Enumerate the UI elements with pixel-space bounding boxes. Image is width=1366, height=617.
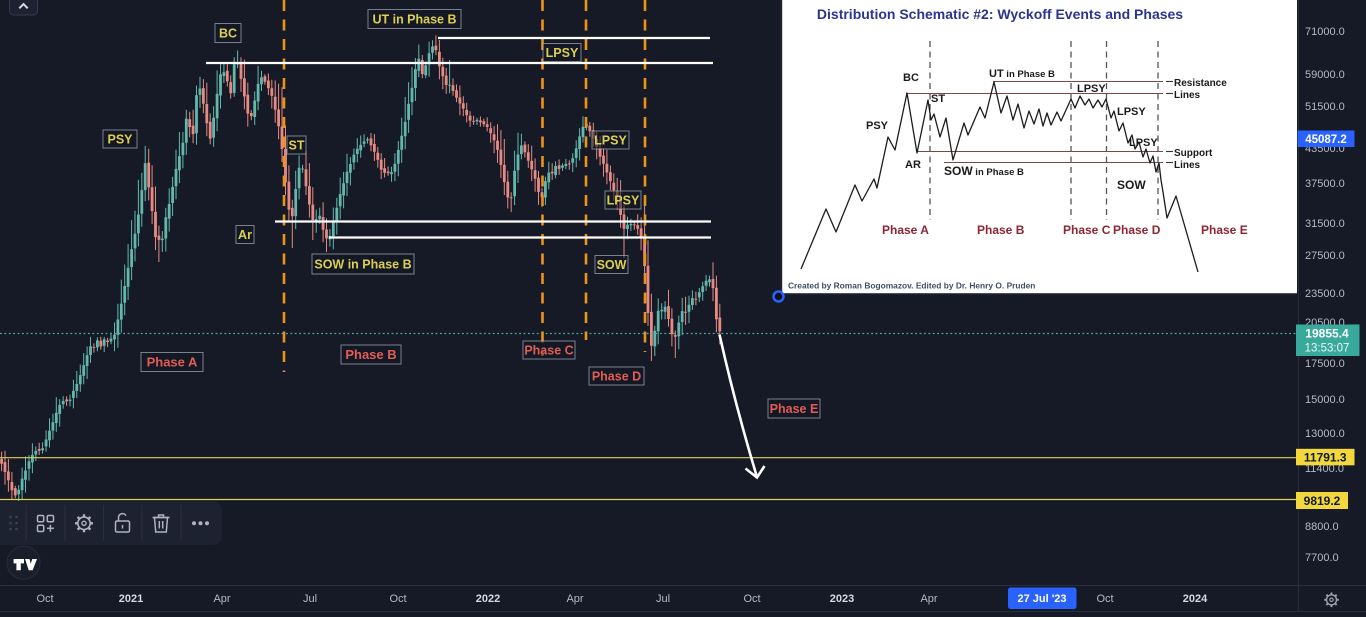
svg-text:LPSY: LPSY [1117, 106, 1146, 118]
svg-text:51500.0: 51500.0 [1305, 101, 1345, 113]
svg-text:Support: Support [1174, 148, 1213, 159]
svg-text:LPSY: LPSY [607, 194, 640, 208]
svg-text:Phase C: Phase C [524, 344, 573, 358]
svg-text:2022: 2022 [476, 593, 500, 605]
svg-text:Phase D: Phase D [1113, 223, 1161, 237]
svg-text:37500.0: 37500.0 [1305, 178, 1345, 190]
svg-text:SOW in Phase B: SOW in Phase B [314, 258, 411, 272]
svg-text:LPSY: LPSY [1077, 83, 1106, 95]
svg-text:Ar: Ar [238, 228, 252, 242]
svg-text:Phase B: Phase B [345, 347, 396, 362]
svg-text:Phase C: Phase C [1063, 223, 1111, 237]
svg-text:Phase E: Phase E [1201, 223, 1248, 237]
svg-text:Oct: Oct [36, 593, 53, 605]
svg-text:Phase A: Phase A [882, 223, 929, 237]
svg-text:Apr: Apr [566, 593, 583, 605]
svg-text:UT in Phase B: UT in Phase B [372, 13, 456, 27]
svg-text:11400.0: 11400.0 [1305, 463, 1344, 475]
svg-text:13000.0: 13000.0 [1305, 428, 1345, 440]
svg-text:PSY: PSY [107, 133, 133, 147]
svg-text:Jul: Jul [656, 593, 670, 605]
svg-text:Phase E: Phase E [770, 402, 819, 416]
svg-text:Phase B: Phase B [977, 223, 1025, 237]
svg-text:Created by Roman Bogomazov. Ed: Created by Roman Bogomazov. Edited by Dr… [788, 281, 1035, 291]
svg-text:Oct: Oct [389, 593, 406, 605]
svg-text:Apr: Apr [920, 593, 937, 605]
svg-text:19855.4: 19855.4 [1305, 327, 1349, 341]
svg-text:9819.2: 9819.2 [1304, 494, 1341, 508]
svg-text:LPSY: LPSY [546, 46, 579, 60]
svg-text:8800.0: 8800.0 [1305, 521, 1339, 533]
svg-text:PSY: PSY [866, 120, 889, 132]
svg-text:Apr: Apr [213, 593, 230, 605]
svg-text:BC: BC [219, 27, 237, 41]
svg-text:Jul: Jul [303, 593, 317, 605]
svg-text:SOW: SOW [597, 258, 627, 272]
svg-text:BC: BC [903, 72, 919, 84]
svg-text:13:53:07: 13:53:07 [1305, 343, 1350, 355]
svg-text:7700.0: 7700.0 [1305, 552, 1339, 564]
svg-text:59000.0: 59000.0 [1305, 69, 1345, 81]
svg-text:LPSY: LPSY [594, 134, 627, 148]
svg-text:Lines: Lines [1174, 160, 1201, 171]
svg-text:Oct: Oct [1096, 593, 1113, 605]
svg-text:ST: ST [931, 93, 945, 105]
svg-text:Lines: Lines [1174, 90, 1201, 101]
svg-text:2021: 2021 [119, 593, 143, 605]
svg-text:Oct: Oct [743, 593, 760, 605]
svg-text:11791.3: 11791.3 [1304, 450, 1347, 464]
svg-text:UT in Phase B: UT in Phase B [989, 68, 1055, 80]
svg-text:27 Jul '23: 27 Jul '23 [1017, 593, 1066, 605]
svg-text:Phase A: Phase A [147, 355, 198, 370]
svg-text:Resistance: Resistance [1174, 78, 1227, 89]
svg-text:2023: 2023 [830, 593, 854, 605]
svg-text:45087.2: 45087.2 [1305, 134, 1347, 146]
svg-text:ST: ST [289, 139, 305, 153]
svg-text:SOW in Phase B: SOW in Phase B [944, 164, 1024, 178]
svg-text:15000.0: 15000.0 [1305, 394, 1345, 406]
svg-text:27500.0: 27500.0 [1305, 250, 1345, 262]
svg-text:AR: AR [905, 159, 921, 171]
svg-text:SOW: SOW [1117, 178, 1146, 192]
svg-text:Phase D: Phase D [592, 370, 641, 384]
svg-text:17500.0: 17500.0 [1305, 358, 1345, 370]
svg-text:31500.0: 31500.0 [1305, 218, 1345, 230]
svg-text:2024: 2024 [1183, 593, 1208, 605]
svg-text:Distribution Schematic #2: Wyc: Distribution Schematic #2: Wyckoff Event… [817, 6, 1183, 22]
svg-text:23500.0: 23500.0 [1305, 288, 1345, 300]
svg-text:LPSY: LPSY [1129, 137, 1158, 149]
svg-text:71000.0: 71000.0 [1305, 26, 1345, 38]
